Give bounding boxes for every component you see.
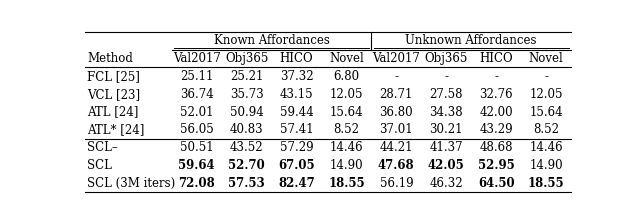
Text: FCL [25]: FCL [25] <box>88 70 140 83</box>
Text: 48.68: 48.68 <box>479 141 513 154</box>
Text: Val2017: Val2017 <box>372 52 420 65</box>
Text: 42.05: 42.05 <box>428 159 465 172</box>
Text: ATL [24]: ATL [24] <box>88 106 139 119</box>
Text: 14.46: 14.46 <box>529 141 563 154</box>
Text: Obj365: Obj365 <box>225 52 268 65</box>
Text: 44.21: 44.21 <box>380 141 413 154</box>
Text: 14.90: 14.90 <box>529 159 563 172</box>
Text: 18.55: 18.55 <box>328 177 365 190</box>
Text: 67.05: 67.05 <box>278 159 315 172</box>
Text: -: - <box>394 70 398 83</box>
Text: 57.29: 57.29 <box>280 141 314 154</box>
Text: Method: Method <box>88 52 133 65</box>
Text: Unknown Affordances: Unknown Affordances <box>406 34 537 47</box>
Text: 36.74: 36.74 <box>180 88 214 101</box>
Text: 15.64: 15.64 <box>330 106 364 119</box>
Text: 25.21: 25.21 <box>230 70 263 83</box>
Text: 56.19: 56.19 <box>380 177 413 190</box>
Text: 43.15: 43.15 <box>280 88 314 101</box>
Text: 6.80: 6.80 <box>333 70 360 83</box>
Text: 57.41: 57.41 <box>280 123 314 137</box>
Text: 46.32: 46.32 <box>429 177 463 190</box>
Text: Obj365: Obj365 <box>424 52 468 65</box>
Text: SCL–: SCL– <box>88 141 118 154</box>
Text: 40.83: 40.83 <box>230 123 264 137</box>
Text: 32.76: 32.76 <box>479 88 513 101</box>
Text: 25.11: 25.11 <box>180 70 213 83</box>
Text: 34.38: 34.38 <box>429 106 463 119</box>
Text: 64.50: 64.50 <box>478 177 515 190</box>
Text: 8.52: 8.52 <box>533 123 559 137</box>
Text: Val2017: Val2017 <box>173 52 221 65</box>
Text: ATL* [24]: ATL* [24] <box>88 123 145 137</box>
Text: 14.90: 14.90 <box>330 159 364 172</box>
Text: SCL: SCL <box>88 159 112 172</box>
Text: -: - <box>494 70 498 83</box>
Text: 52.95: 52.95 <box>478 159 515 172</box>
Text: 35.73: 35.73 <box>230 88 264 101</box>
Text: 36.80: 36.80 <box>380 106 413 119</box>
Text: 12.05: 12.05 <box>529 88 563 101</box>
Text: 56.05: 56.05 <box>180 123 214 137</box>
Text: 18.55: 18.55 <box>528 177 564 190</box>
Text: 50.94: 50.94 <box>230 106 264 119</box>
Text: 57.53: 57.53 <box>228 177 265 190</box>
Text: SCL (3M iters): SCL (3M iters) <box>88 177 176 190</box>
Text: 30.21: 30.21 <box>429 123 463 137</box>
Text: 27.58: 27.58 <box>429 88 463 101</box>
Text: Novel: Novel <box>529 52 563 65</box>
Text: 59.64: 59.64 <box>179 159 215 172</box>
Text: 47.68: 47.68 <box>378 159 415 172</box>
Text: 50.51: 50.51 <box>180 141 214 154</box>
Text: 37.32: 37.32 <box>280 70 314 83</box>
Text: 14.46: 14.46 <box>330 141 364 154</box>
Text: 12.05: 12.05 <box>330 88 363 101</box>
Text: 43.52: 43.52 <box>230 141 264 154</box>
Text: 43.29: 43.29 <box>479 123 513 137</box>
Text: 59.44: 59.44 <box>280 106 314 119</box>
Text: 42.00: 42.00 <box>479 106 513 119</box>
Text: 28.71: 28.71 <box>380 88 413 101</box>
Text: 52.70: 52.70 <box>228 159 265 172</box>
Text: -: - <box>544 70 548 83</box>
Text: 41.37: 41.37 <box>429 141 463 154</box>
Text: VCL [23]: VCL [23] <box>88 88 141 101</box>
Text: HICO: HICO <box>280 52 314 65</box>
Text: 15.64: 15.64 <box>529 106 563 119</box>
Text: -: - <box>444 70 448 83</box>
Text: 8.52: 8.52 <box>333 123 360 137</box>
Text: Known Affordances: Known Affordances <box>214 34 330 47</box>
Text: 72.08: 72.08 <box>179 177 215 190</box>
Text: 37.01: 37.01 <box>380 123 413 137</box>
Text: 52.01: 52.01 <box>180 106 214 119</box>
Text: Novel: Novel <box>329 52 364 65</box>
Text: 82.47: 82.47 <box>278 177 315 190</box>
Text: HICO: HICO <box>479 52 513 65</box>
